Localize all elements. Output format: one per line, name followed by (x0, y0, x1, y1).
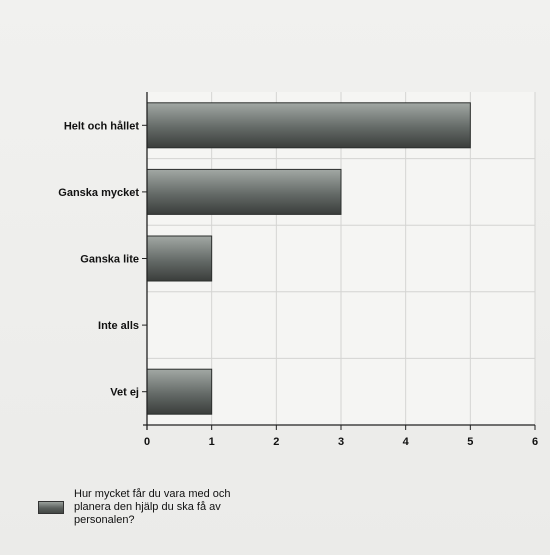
x-tick-label: 5 (467, 436, 473, 448)
category-label: Helt och hållet (64, 120, 140, 132)
x-tick-label: 3 (338, 436, 344, 448)
category-label: Ganska lite (80, 254, 139, 266)
bars (146, 102, 471, 415)
y-axis-ticks: Helt och hållet Ganska mycket Ganska lite I… (58, 120, 147, 399)
legend-label: Hur mycket får du vara med och planera d… (74, 488, 231, 526)
legend: Hur mycket får du vara med och planera d… (38, 488, 264, 527)
legend-swatch (38, 501, 64, 514)
category-label: Vet ej (110, 387, 139, 399)
category-label: Inte alls (98, 320, 139, 332)
x-tick-label: 1 (209, 436, 215, 448)
x-tick-label: 0 (144, 436, 150, 448)
x-axis-ticks: 0 1 2 3 4 5 6 (144, 425, 538, 448)
bar-vet-ej (146, 368, 213, 415)
category-label: Ganska mycket (58, 187, 139, 199)
bar-helt-och-h-llet (146, 102, 471, 149)
x-tick-label: 2 (273, 436, 279, 448)
bar-ganska-mycket (146, 168, 342, 215)
bar-chart: 0 1 2 3 4 5 6 Helt och hållet Ganska mycket Gans… (58, 92, 538, 448)
axes (143, 92, 535, 430)
x-tick-label: 6 (532, 436, 538, 448)
bar-ganska-lite (146, 235, 213, 282)
x-tick-label: 4 (403, 436, 410, 448)
